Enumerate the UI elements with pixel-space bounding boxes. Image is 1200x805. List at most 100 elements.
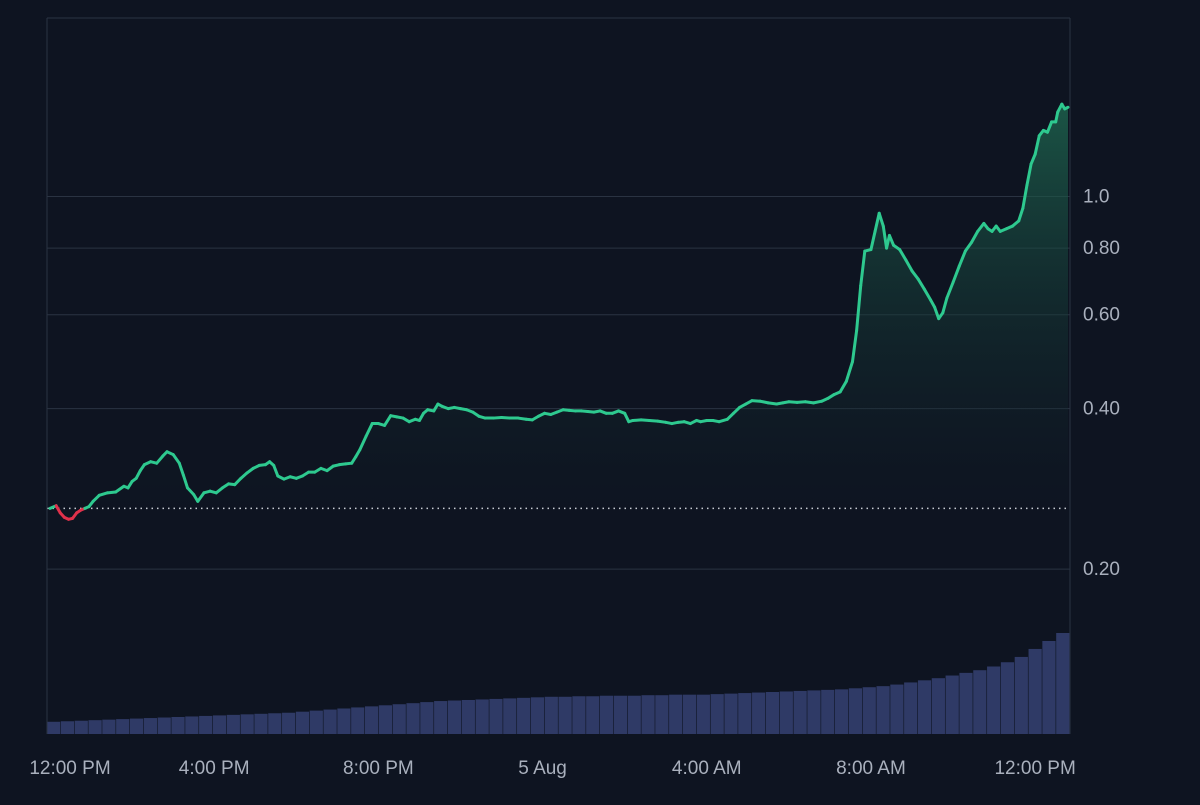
price-line-segment	[922, 287, 932, 302]
price-line-segment	[855, 284, 863, 333]
volume-bar	[295, 711, 310, 734]
volume-bar	[351, 707, 365, 734]
price-line-segment	[196, 491, 206, 503]
volume-bar	[752, 692, 766, 734]
volume-bar	[378, 705, 393, 734]
volume-bar	[461, 699, 475, 734]
price-line-segment	[1017, 206, 1025, 223]
volume-bar	[143, 718, 157, 734]
volume-bar	[530, 697, 545, 734]
price-line-segment	[1029, 152, 1037, 166]
volume-bar	[503, 698, 517, 734]
volume-bar	[917, 680, 932, 734]
volume-bar	[572, 696, 586, 734]
volume-bar	[392, 704, 406, 734]
volume-bar	[434, 701, 448, 734]
volume-bar	[268, 713, 282, 734]
price-line-segment	[838, 379, 848, 394]
price-line-segment	[114, 484, 126, 494]
price-line-segment	[933, 305, 941, 321]
x-tick-label: 8:00 AM	[836, 758, 906, 779]
volume-bar	[876, 686, 890, 734]
price-line-segment	[941, 296, 949, 315]
volume-bar	[959, 672, 973, 734]
volume-bar	[1028, 648, 1042, 734]
x-tick-label: 12:00 PM	[994, 758, 1075, 779]
x-tick-label: 4:00 AM	[672, 758, 742, 779]
y-tick-label: 0.60	[1083, 305, 1120, 326]
price-line-segment	[869, 229, 877, 252]
volume-bar	[475, 699, 489, 734]
volume-bar	[696, 694, 710, 734]
price-line-segment	[873, 211, 881, 233]
volume-bar	[641, 695, 655, 734]
volume-bar	[323, 709, 337, 734]
volume-bar	[1056, 633, 1070, 734]
x-tick-label: 4:00 PM	[179, 758, 250, 779]
volume-bar	[558, 696, 572, 734]
volume-bar	[987, 666, 1001, 734]
price-line-segment	[963, 240, 974, 253]
volume-bar	[129, 718, 144, 734]
price-line-segment	[898, 248, 908, 262]
x-tick-label: 5 Aug	[518, 758, 567, 779]
x-tick-label: 8:00 PM	[343, 758, 414, 779]
price-line-segment	[181, 473, 190, 490]
price-area	[47, 102, 1070, 521]
volume-bars	[47, 633, 1070, 734]
volume-bar	[254, 713, 268, 734]
volume-bar	[834, 689, 849, 734]
volume-bar	[710, 694, 724, 734]
price-line-segment	[177, 461, 185, 477]
x-tick-label: 12:00 PM	[29, 758, 110, 779]
volume-bar	[627, 695, 641, 734]
volume-bar	[116, 719, 130, 734]
price-line-segment	[1054, 110, 1060, 124]
volume-bar	[337, 708, 351, 734]
volume-bar	[669, 694, 683, 734]
price-line-segment	[155, 454, 165, 465]
price-line-segment	[623, 411, 631, 424]
volume-bar	[240, 714, 254, 734]
price-line-segment	[844, 360, 854, 383]
volume-bar	[862, 687, 876, 734]
volume-bar	[88, 720, 102, 734]
volume-bar	[47, 721, 61, 734]
x-axis-labels: 12:00 PM 4:00 PM 8:00 PM 5 Aug 4:00 AM 8:00 A…	[29, 758, 1075, 779]
volume-bar	[212, 715, 227, 734]
volume-bar	[807, 690, 821, 734]
volume-bar	[973, 670, 987, 734]
volume-bar	[1000, 662, 1015, 734]
volume-bar	[682, 694, 697, 734]
price-line-segment	[877, 211, 885, 228]
volume-bar	[157, 717, 171, 734]
price-line-segment	[976, 221, 986, 233]
price-line-segment	[364, 422, 374, 438]
price-line-segment	[859, 249, 867, 288]
y-axis-labels: 1.0 0.80 0.60 0.40 0.20	[1083, 186, 1120, 580]
price-line-segment	[970, 229, 980, 244]
price-line-segment	[904, 258, 914, 273]
volume-bar	[890, 684, 904, 734]
volume-bar	[226, 714, 240, 734]
price-line-segment	[916, 277, 926, 291]
volume-bar	[779, 691, 793, 734]
y-tick-label: 0.20	[1083, 559, 1120, 580]
price-line-segment	[1063, 105, 1070, 111]
price-line-segment	[957, 249, 967, 268]
volume-bar	[1014, 656, 1028, 734]
price-line-segment	[358, 434, 368, 452]
volume-bar	[282, 712, 296, 734]
y-tick-label: 0.40	[1083, 399, 1120, 420]
y-tick-label: 1.0	[1083, 186, 1109, 207]
price-line-segment	[951, 264, 961, 284]
y-tick-label: 0.80	[1083, 238, 1120, 259]
price-line-segment	[1025, 162, 1033, 187]
price-line-segment	[945, 280, 955, 300]
volume-bar	[821, 689, 835, 734]
volume-bar	[309, 710, 323, 734]
volume-bar	[544, 696, 558, 734]
volume-bar	[74, 720, 88, 734]
price-line-segment	[887, 233, 896, 247]
